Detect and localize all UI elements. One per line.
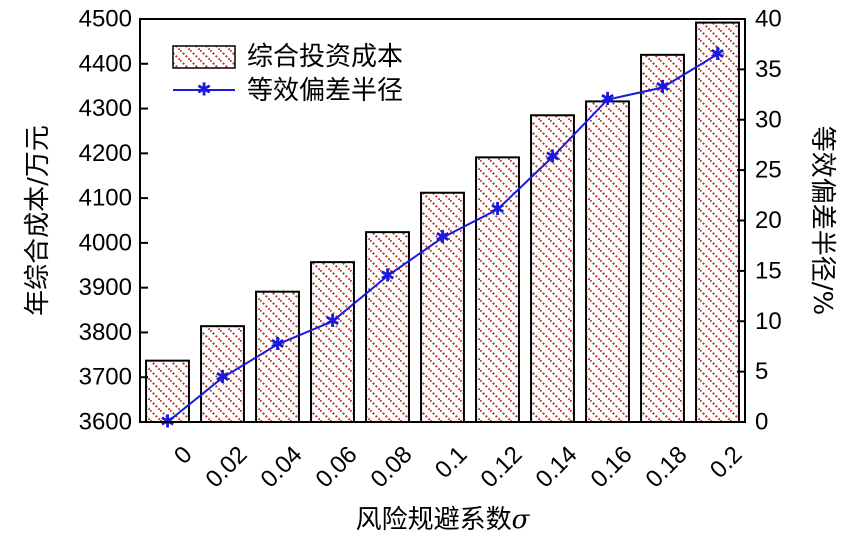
line-point: ✱ — [215, 367, 230, 388]
x-tick-label: 0.1 — [430, 441, 473, 484]
legend-bar-label: 综合投资成本 — [247, 42, 403, 72]
y2-tick-label: 40 — [755, 6, 782, 33]
legend-line-label: 等效偏差半径 — [247, 76, 403, 106]
x-axis-title: 风险规避系数σ — [356, 505, 531, 535]
x-tick-label: 0.02 — [200, 441, 252, 493]
x-tick-label: 0.14 — [530, 441, 582, 493]
y2-tick-label: 5 — [755, 358, 768, 385]
line-point: ✱ — [325, 311, 340, 332]
y2-tick-label: 0 — [755, 409, 768, 436]
legend: 综合投资成本 ✱ 等效偏差半径 — [172, 42, 403, 106]
bar — [365, 231, 410, 423]
line-point: ✱ — [600, 89, 615, 110]
y-tick-label: 3600 — [79, 409, 132, 436]
y-tick-label: 3800 — [79, 319, 132, 346]
x-tick-label: 0.08 — [365, 441, 417, 493]
bar — [530, 114, 575, 424]
y-tick-label: 3700 — [79, 364, 132, 391]
bar — [640, 53, 685, 423]
legend-bar-swatch — [172, 45, 236, 69]
bars-group — [145, 21, 740, 424]
line-series — [166, 53, 719, 423]
bar — [585, 100, 630, 423]
bar — [310, 261, 355, 424]
bar — [475, 156, 520, 423]
y2-tick-label: 10 — [755, 308, 782, 335]
x-tick-label: 0.12 — [475, 441, 527, 493]
line-point: ✱ — [710, 44, 725, 65]
y2-tick-label: 15 — [755, 257, 782, 284]
x-tick-label: 0 — [169, 441, 198, 470]
x-tick-label: 0.18 — [640, 441, 692, 493]
legend-line-marker: ✱ — [196, 80, 211, 101]
y-tick-label: 4300 — [79, 95, 132, 122]
y-axis-left: 3600 3700 3800 3900 4000 4100 4200 4300 4400 4500 — [79, 6, 148, 436]
x-axis-title-text: 风险规避系数 — [356, 505, 512, 535]
x-tick-label: 0.16 — [585, 441, 637, 493]
line-series-group: ✱ ✱ ✱ ✱ ✱ ✱ ✱ ✱ ✱ ✱ ✱ — [160, 44, 725, 433]
y-tick-label: 3900 — [79, 274, 132, 301]
bar — [255, 290, 300, 423]
line-point: ✱ — [270, 334, 285, 355]
y-tick-label: 4500 — [79, 6, 132, 33]
y-axis-title: 年综合成本/万元 — [23, 125, 53, 316]
bar — [695, 21, 740, 424]
line-point: ✱ — [490, 199, 505, 220]
x-tick-label: 0.04 — [255, 441, 307, 493]
x-axis: 0 0.02 0.04 0.06 0.08 0.1 0.12 0.14 0.16 0.18 0.2 — [169, 441, 748, 493]
line-point: ✱ — [655, 77, 670, 98]
x-axis-title-symbol: σ — [512, 505, 531, 535]
y2-tick-label: 25 — [755, 157, 782, 184]
y2-tick-label: 30 — [755, 106, 782, 133]
x-tick-label: 0.06 — [310, 441, 362, 493]
y-tick-label: 4200 — [79, 140, 132, 167]
x-tick-label: 0.2 — [705, 441, 748, 484]
y-axis-right: 0 5 10 15 20 25 30 35 40 — [737, 6, 782, 436]
y-tick-label: 4000 — [79, 229, 132, 256]
line-point: ✱ — [545, 147, 560, 168]
y-tick-label: 4100 — [79, 185, 132, 212]
line-point: ✱ — [380, 265, 395, 286]
y-tick-label: 4400 — [79, 50, 132, 77]
y2-axis-title: 等效偏差半径/% — [807, 126, 837, 315]
y2-tick-label: 35 — [755, 56, 782, 83]
y2-tick-label: 20 — [755, 207, 782, 234]
line-point: ✱ — [435, 227, 450, 248]
